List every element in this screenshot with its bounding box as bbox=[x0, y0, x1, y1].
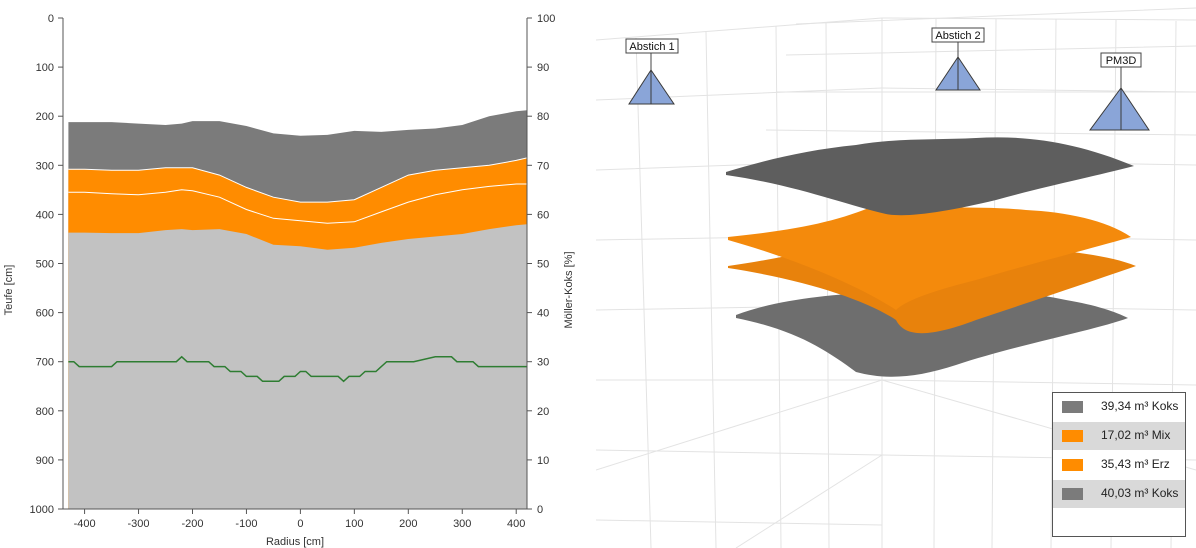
y-tick-label: 200 bbox=[36, 111, 54, 123]
legend-item: 17,02 m³ Mix bbox=[1053, 422, 1185, 450]
legend-item: 35,43 m³ Erz bbox=[1053, 451, 1185, 479]
volume-legend: 39,34 m³ Koks 17,02 m³ Mix 35,43 m³ Erz … bbox=[1052, 392, 1186, 537]
y-tick-label: 800 bbox=[36, 406, 54, 418]
y2-tick-label: 30 bbox=[537, 357, 549, 369]
legend-item: 40,03 m³ Koks bbox=[1053, 480, 1185, 508]
y2-tick-label: 50 bbox=[537, 259, 549, 271]
layer-area-4 bbox=[68, 224, 527, 509]
legend-swatch bbox=[1062, 430, 1083, 442]
legend-label: 17,02 m³ Mix bbox=[1101, 428, 1171, 442]
marker-label-abstich-1: Abstich 1 bbox=[629, 41, 674, 53]
y-tick-label: 600 bbox=[36, 308, 54, 320]
y-axis-label: Teufe [cm] bbox=[3, 265, 15, 316]
x-tick-label: 0 bbox=[297, 518, 303, 530]
legend-swatch bbox=[1062, 459, 1083, 471]
profile-chart: 0100200300400500600700800900100010090807… bbox=[3, 13, 575, 548]
legend-label: 35,43 m³ Erz bbox=[1101, 457, 1170, 471]
marker-label-abstich-2: Abstich 2 bbox=[935, 30, 980, 42]
y2-tick-label: 40 bbox=[537, 308, 549, 320]
y-tick-label: 700 bbox=[36, 357, 54, 369]
x-axis-label: Radius [cm] bbox=[266, 536, 324, 548]
marker-label-pm3d: PM3D bbox=[1106, 55, 1137, 67]
legend-swatch bbox=[1062, 401, 1083, 413]
x-tick-label: 400 bbox=[507, 518, 525, 530]
marker-abstich-2: Abstich 2 bbox=[931, 27, 985, 91]
y2-tick-label: 80 bbox=[537, 111, 549, 123]
y2-tick-label: 70 bbox=[537, 160, 549, 172]
y2-tick-label: 60 bbox=[537, 209, 549, 221]
y-tick-label: 300 bbox=[36, 160, 54, 172]
legend-label: 40,03 m³ Koks bbox=[1101, 486, 1179, 500]
y2-tick-label: 0 bbox=[537, 504, 543, 516]
x-tick-label: -100 bbox=[235, 518, 257, 530]
moeller-koks-series bbox=[68, 355, 527, 383]
3d-layer-view: Abstich 1 Abstich 2 PM3D bbox=[596, 7, 1196, 548]
chart-axes: 0100200300400500600700800900100010090807… bbox=[30, 13, 556, 530]
marker-pm3d: PM3D bbox=[1089, 52, 1150, 131]
y2-tick-label: 100 bbox=[537, 13, 555, 25]
y-tick-label: 400 bbox=[36, 209, 54, 221]
marker-abstich-1: Abstich 1 bbox=[625, 38, 679, 105]
y-tick-label: 100 bbox=[36, 62, 54, 74]
legend-label: 39,34 m³ Koks bbox=[1101, 399, 1179, 413]
x-tick-label: -300 bbox=[128, 518, 150, 530]
y2-axis-label: Möller-Koks [%] bbox=[563, 251, 575, 328]
layer-boundary-line bbox=[68, 157, 528, 203]
layer-boundary-line bbox=[68, 183, 527, 224]
legend-item: 39,34 m³ Koks bbox=[1053, 393, 1185, 421]
y-tick-label: 900 bbox=[36, 455, 54, 467]
surface-koks-bottom bbox=[736, 289, 1128, 377]
y2-tick-label: 20 bbox=[537, 406, 549, 418]
layer-areas bbox=[68, 110, 528, 510]
y-tick-label: 500 bbox=[36, 259, 54, 271]
x-tick-label: 200 bbox=[399, 518, 417, 530]
y-tick-label: 1000 bbox=[30, 504, 54, 516]
surface-mix bbox=[728, 205, 1131, 310]
x-tick-label: -200 bbox=[181, 518, 203, 530]
legend-swatch bbox=[1062, 488, 1083, 500]
x-tick-label: 300 bbox=[453, 518, 471, 530]
y2-tick-label: 90 bbox=[537, 62, 549, 74]
y-tick-label: 0 bbox=[48, 13, 54, 25]
surface-koks-top bbox=[726, 137, 1134, 216]
layer-surfaces bbox=[726, 137, 1136, 377]
x-tick-label: 100 bbox=[345, 518, 363, 530]
x-tick-label: -400 bbox=[74, 518, 96, 530]
series-line bbox=[68, 355, 527, 383]
y2-tick-label: 10 bbox=[537, 455, 549, 467]
